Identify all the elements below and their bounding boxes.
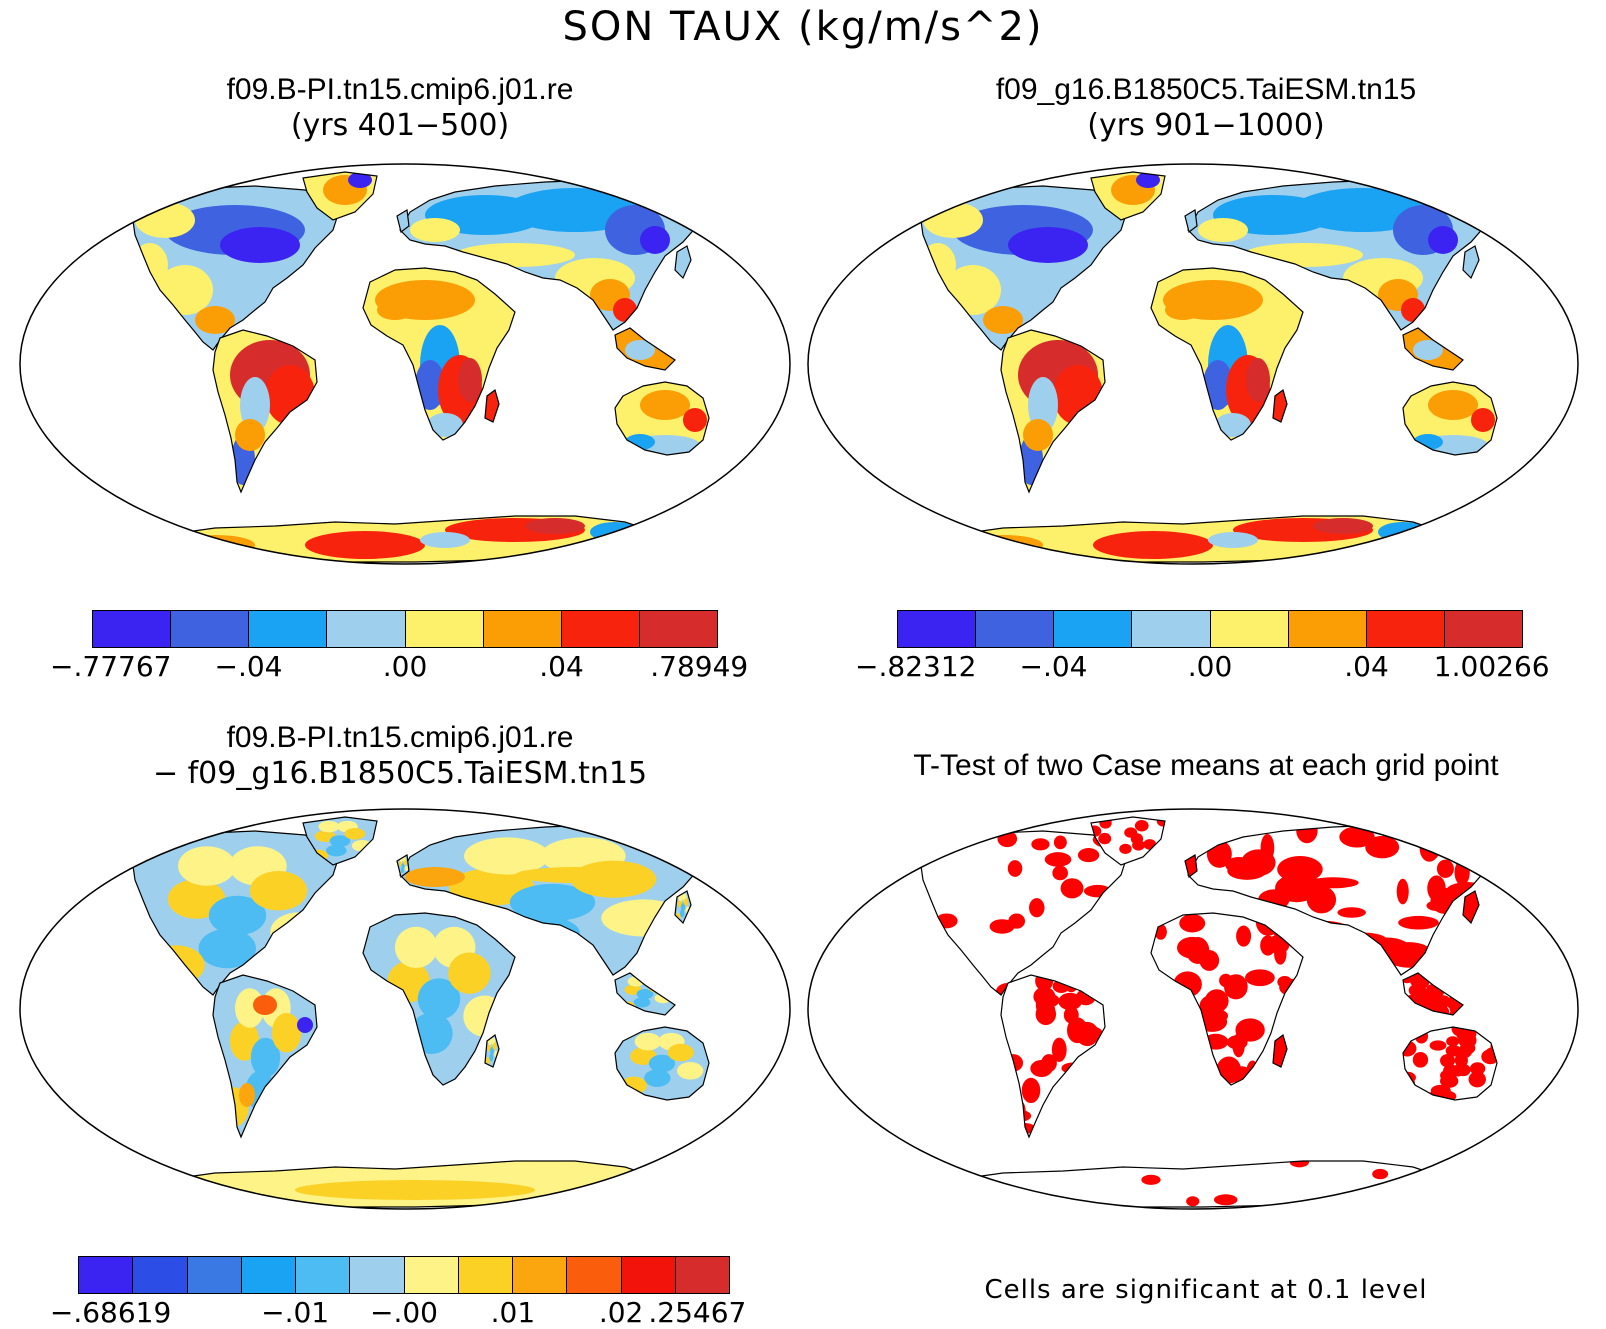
colorbar-swatch (621, 1257, 676, 1293)
panel2-years: (yrs 901−1000) (1087, 108, 1325, 143)
panel1-map (19, 163, 791, 565)
panel1-colorbar-labels: −.77767 −.04 .00 .04 .78949 (50, 650, 748, 686)
panel3-colorbar-labels: −.68619 −.01 −.00 .01 .02.25467 (50, 1296, 747, 1329)
colorbar-swatch (561, 611, 640, 647)
colorbar-tick-label: .78949 (650, 650, 749, 683)
colorbar-tick-label: .00 (1187, 650, 1233, 683)
colorbar-swatch (404, 1257, 459, 1293)
colorbar-swatch (1210, 611, 1289, 647)
colorbar-swatch (1366, 611, 1445, 647)
panel4-ttest-map (807, 808, 1579, 1210)
colorbar-swatch (327, 611, 406, 647)
colorbar-swatch (241, 1257, 296, 1293)
colorbar-swatch (350, 1257, 405, 1293)
panel2-title: f09_g16.B1850C5.TaiESM.tn15 (yrs 901−100… (806, 72, 1606, 144)
colorbar-tick-label: −.68619 (49, 1296, 172, 1329)
colorbar-swatch (513, 1257, 568, 1293)
colorbar-swatch (133, 1257, 188, 1293)
colorbar-swatch (458, 1257, 513, 1293)
panel2-colorbar-labels: −.82312 −.04 .00 .04 1.00266 (855, 650, 1550, 686)
panel1-title: f09.B-PI.tn15.cmip6.j01.re (yrs 401−500) (0, 72, 800, 144)
colorbar-tick-label: .04 (1344, 650, 1389, 683)
colorbar-tick-label: −.04 (1019, 650, 1088, 683)
colorbar-swatch (483, 611, 562, 647)
panel3-title: f09.B-PI.tn15.cmip6.j01.re − f09_g16.B18… (0, 720, 800, 792)
colorbar-tick-label: .01 (490, 1296, 536, 1329)
colorbar-swatch (187, 1257, 242, 1293)
colorbar-swatch (79, 1257, 134, 1293)
colorbar-swatch (171, 611, 250, 647)
panel1-years: (yrs 401−500) (290, 108, 510, 143)
colorbar-tick-label: .02 (598, 1296, 644, 1329)
panel3-difference: − f09_g16.B1850C5.TaiESM.tn15 (152, 756, 648, 791)
colorbar-swatch (405, 611, 484, 647)
panel2-case-name: f09_g16.B1850C5.TaiESM.tn15 (995, 73, 1417, 106)
panel2-map (807, 163, 1579, 565)
colorbar-swatch (1288, 611, 1367, 647)
colorbar-swatch (1132, 611, 1211, 647)
colorbar-tick-label: −.00 (370, 1296, 438, 1329)
panel4-title: T-Test of two Case means at each grid po… (806, 748, 1606, 784)
colorbar-swatch (567, 1257, 622, 1293)
colorbar-tick-label: −.01 (261, 1296, 330, 1329)
colorbar-tick-label: .25467 (648, 1296, 747, 1329)
colorbar-swatch (898, 611, 977, 647)
panel4-significance-note: Cells are significant at 0.1 level (984, 1275, 1428, 1305)
figure-title: SON TAUX (kg/m/s^2) (562, 4, 1044, 50)
colorbar-swatch (249, 611, 328, 647)
colorbar-tick-label: −.77767 (50, 650, 172, 683)
panel3-case-name: f09.B-PI.tn15.cmip6.j01.re (226, 721, 574, 754)
colorbar-swatch (93, 611, 172, 647)
colorbar-tick-label: .00 (382, 650, 428, 683)
colorbar-swatch (639, 611, 717, 647)
panel3-colorbar (78, 1256, 730, 1294)
colorbar-swatch (1054, 611, 1133, 647)
colorbar-tick-label: 1.00266 (1433, 650, 1550, 683)
panel4-ttest-title: T-Test of two Case means at each grid po… (913, 749, 1499, 782)
panel1-colorbar (92, 610, 718, 648)
colorbar-tick-label: −.04 (214, 650, 283, 683)
colorbar-swatch (976, 611, 1055, 647)
panel1-case-name: f09.B-PI.tn15.cmip6.j01.re (226, 73, 574, 106)
panel3-difference-map (19, 808, 791, 1210)
colorbar-tick-label: −.82312 (855, 650, 977, 683)
colorbar-tick-label: .04 (539, 650, 584, 683)
colorbar-swatch (296, 1257, 351, 1293)
colorbar-swatch (1444, 611, 1522, 647)
colorbar-swatch (675, 1257, 729, 1293)
panel2-colorbar (897, 610, 1523, 648)
